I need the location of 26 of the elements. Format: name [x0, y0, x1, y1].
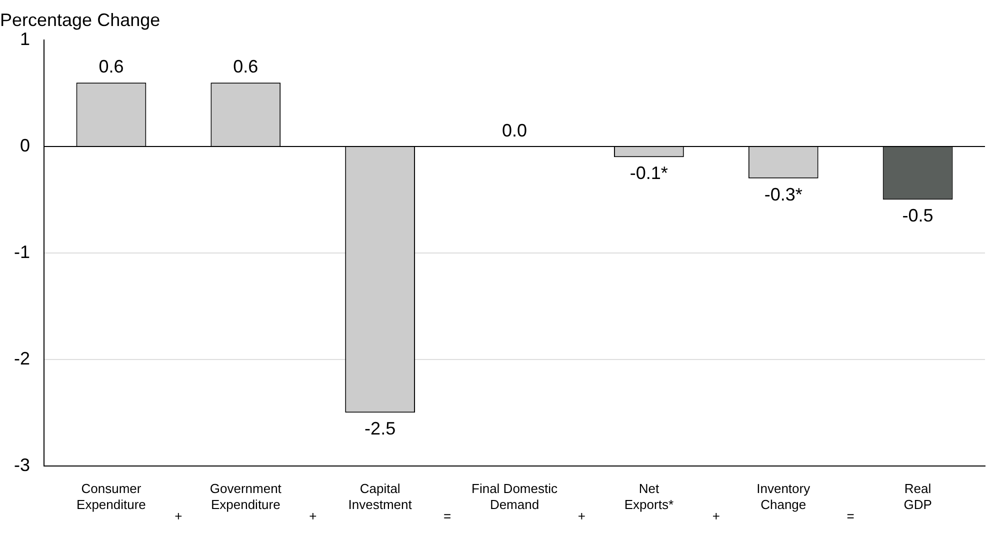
- x-tick-label: Inventory Change: [756, 481, 811, 512]
- y-tick-label: -2: [14, 348, 30, 368]
- y-tick-label: -1: [14, 242, 30, 262]
- y-axis-title: Percentage Change: [0, 10, 160, 30]
- text: +: [578, 508, 586, 524]
- x-tick-label: Net Exports*: [624, 481, 674, 512]
- data-label: 0.0: [502, 120, 528, 140]
- x-tick-label: Consumer Expenditure: [76, 481, 146, 512]
- x-tick-label: Real GDP: [904, 481, 932, 512]
- data-label: -0.1*: [630, 163, 668, 184]
- y-tick-label: 1: [20, 28, 30, 49]
- data-label: 0.6: [233, 56, 258, 77]
- text: +: [309, 508, 317, 524]
- y-tick-label: 0: [20, 135, 30, 156]
- text: =: [443, 508, 452, 524]
- text: +: [712, 508, 720, 524]
- x-tick-label: Final Domestic Demand: [472, 481, 558, 512]
- data-label: -0.3*: [764, 184, 802, 204]
- data-label: -0.5: [902, 206, 934, 226]
- data-label: 0.6: [98, 56, 124, 77]
- x-tick-label: Capital Investment: [348, 481, 412, 512]
- data-label: -2.5: [364, 418, 396, 439]
- text: =: [846, 508, 854, 524]
- x-tick-label: Government Expenditure: [210, 481, 282, 512]
- y-tick-label: -3: [14, 454, 30, 475]
- text: +: [174, 508, 182, 524]
